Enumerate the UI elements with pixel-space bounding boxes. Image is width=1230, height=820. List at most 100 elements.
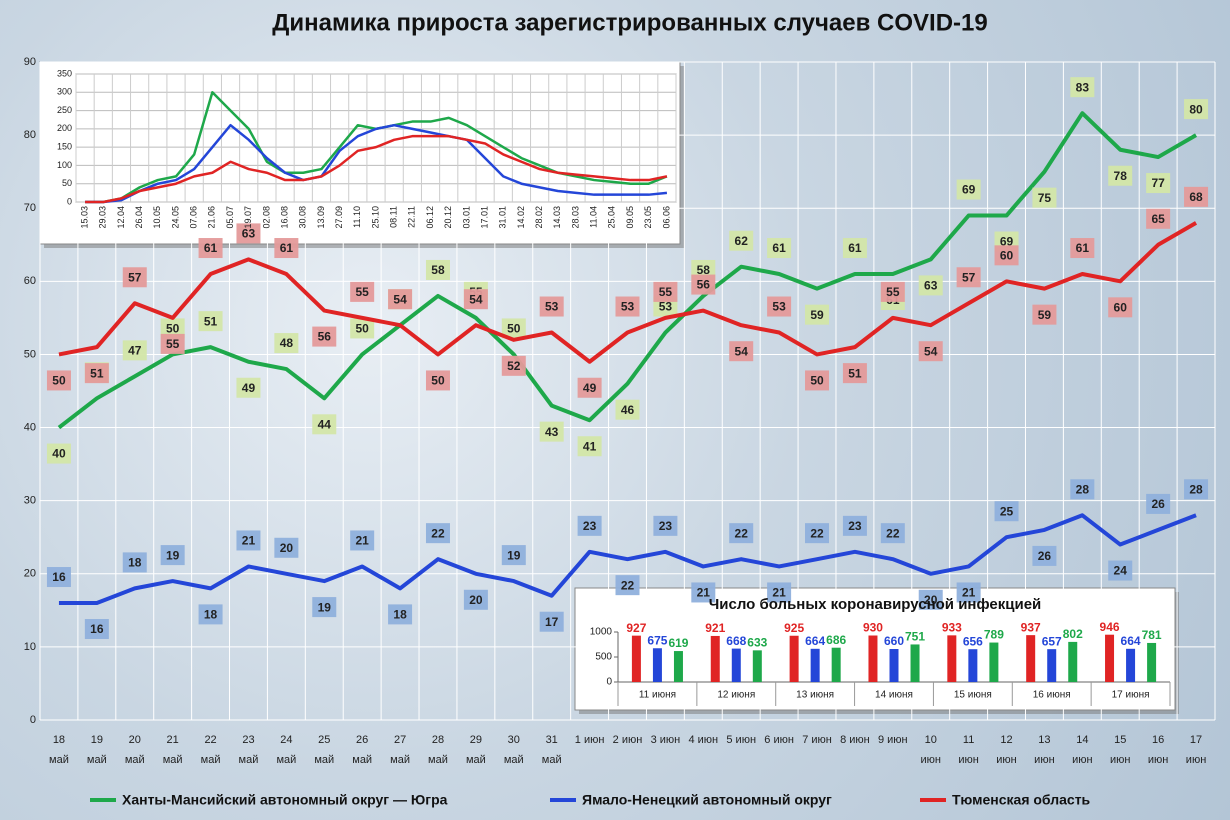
data-label-box <box>160 545 185 566</box>
data-label: 40 <box>52 447 66 461</box>
data-label: 61 <box>1076 241 1090 255</box>
y-tick-label: 200 <box>57 123 72 133</box>
data-label: 20 <box>469 593 483 607</box>
data-label-box <box>615 399 640 420</box>
x-tick-label: 15 июн <box>1109 734 1131 766</box>
data-label: 50 <box>431 374 445 388</box>
bar <box>1147 642 1157 682</box>
data-label: 50 <box>52 374 66 388</box>
data-label: 75 <box>1038 191 1052 205</box>
bar <box>731 648 741 682</box>
bar <box>789 635 799 682</box>
data-label-box <box>122 552 147 573</box>
x-tick-label: 6 июн <box>764 734 794 746</box>
x-tick-label: 17 июня <box>1112 690 1150 701</box>
x-tick-label: 06.12 <box>425 206 435 229</box>
x-tick-label: 28 май <box>428 734 448 766</box>
data-label-box <box>1108 297 1133 318</box>
data-label-box <box>236 223 261 244</box>
data-label: 55 <box>355 285 369 299</box>
data-label-box <box>805 523 830 544</box>
x-tick-label: 15 июня <box>954 690 992 701</box>
data-label: 50 <box>355 322 369 336</box>
data-label-box <box>1070 479 1095 500</box>
bar <box>1026 635 1036 682</box>
series-line <box>85 134 668 204</box>
data-label: 21 <box>242 534 256 548</box>
data-label-box <box>842 363 867 384</box>
data-label-box <box>615 296 640 317</box>
data-label-box <box>1146 493 1171 514</box>
data-label: 21 <box>962 586 976 600</box>
x-tick-label: 23 май <box>238 734 259 766</box>
data-label: 62 <box>735 234 749 248</box>
bar <box>1126 648 1136 682</box>
data-label: 19 <box>166 548 180 562</box>
data-label: 50 <box>507 322 521 336</box>
x-tick-label: 29 май <box>465 734 486 766</box>
data-label: 54 <box>735 344 749 358</box>
y-tick-label: 30 <box>24 495 36 507</box>
data-label-box <box>501 545 526 566</box>
x-tick-label: 8 июн <box>840 734 870 746</box>
data-label: 937 <box>1021 620 1041 634</box>
x-tick-label: 14.02 <box>516 206 526 229</box>
data-label: 53 <box>772 300 786 314</box>
bar <box>631 635 641 682</box>
data-label: 69 <box>1000 235 1014 249</box>
y-tick-label: 350 <box>57 68 72 78</box>
data-label: 61 <box>772 241 786 255</box>
data-label: 18 <box>128 556 142 570</box>
data-label-box <box>729 523 754 544</box>
data-label-box <box>880 523 905 544</box>
y-tick-label: 0 <box>606 677 612 688</box>
data-label-box <box>198 238 223 259</box>
x-tick-label: 27.09 <box>334 206 344 229</box>
data-label: 19 <box>507 548 521 562</box>
x-tick-label: 17 июн <box>1185 734 1207 766</box>
x-tick-label: 24.05 <box>170 206 180 229</box>
data-label: 46 <box>621 403 635 417</box>
data-label: 61 <box>280 241 294 255</box>
data-label: 21 <box>697 586 711 600</box>
x-tick-label: 13 июня <box>796 690 834 701</box>
data-label: 63 <box>924 279 938 293</box>
data-label-box <box>1146 208 1171 229</box>
data-label: 51 <box>90 366 104 380</box>
data-label: 19 <box>318 600 332 614</box>
data-label: 55 <box>166 337 180 351</box>
data-label: 664 <box>805 634 825 648</box>
data-label: 668 <box>726 634 746 648</box>
data-label-box <box>388 604 413 625</box>
data-label: 802 <box>1063 627 1083 641</box>
data-label: 63 <box>242 227 256 241</box>
data-label: 43 <box>545 425 559 439</box>
data-label: 22 <box>886 526 900 540</box>
data-label: 930 <box>863 621 883 635</box>
data-label-box <box>805 304 830 325</box>
data-label: 781 <box>1142 628 1162 642</box>
y-tick-label: 0 <box>30 714 36 726</box>
data-label-box <box>1108 165 1133 186</box>
x-tick-label: 12 июн <box>996 734 1017 766</box>
x-tick-label: 2 июн <box>612 734 643 746</box>
data-label: 22 <box>431 526 445 540</box>
data-label: 54 <box>393 292 407 306</box>
data-label-box <box>994 245 1019 266</box>
data-label: 20 <box>924 593 938 607</box>
data-label-box <box>577 515 602 536</box>
data-label-box <box>1032 545 1057 566</box>
data-label: 83 <box>1076 80 1090 94</box>
data-label: 61 <box>204 241 218 255</box>
x-tick-label: 31 май <box>541 734 562 766</box>
data-label: 61 <box>848 241 862 255</box>
data-label-box <box>122 267 147 288</box>
data-label: 22 <box>735 526 749 540</box>
data-label: 16 <box>52 570 66 584</box>
bar <box>810 648 820 682</box>
data-label-box <box>539 611 564 632</box>
y-tick-label: 90 <box>24 56 36 68</box>
data-label-box <box>1032 304 1057 325</box>
